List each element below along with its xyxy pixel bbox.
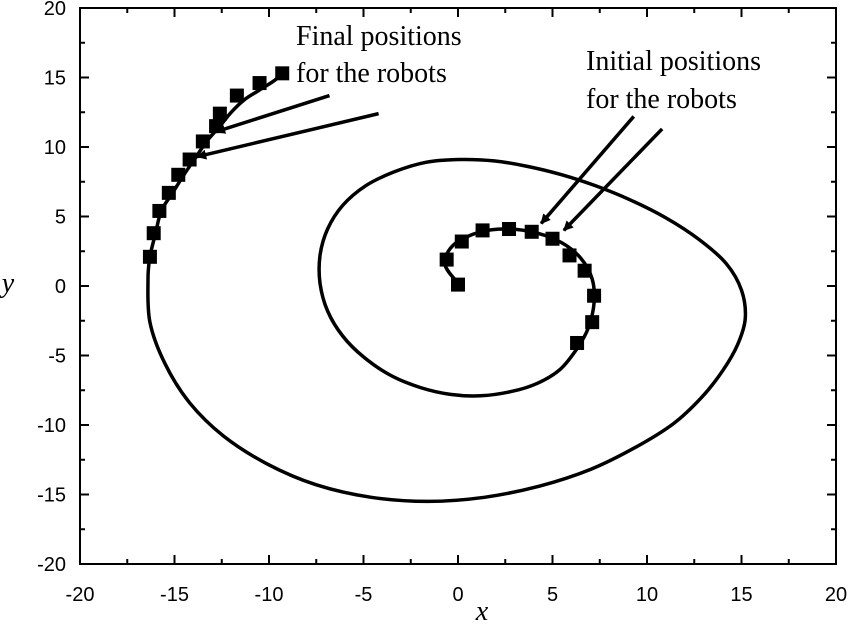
- y-tick-label: -10: [37, 415, 66, 437]
- robot-marker: [146, 226, 161, 241]
- robot-marker: [252, 76, 267, 91]
- annotation-arrow: [539, 115, 636, 225]
- robot-marker: [587, 288, 602, 303]
- y-axis-label: y: [0, 268, 15, 299]
- axis-ticks: [79, 7, 837, 565]
- robot-marker: [577, 263, 592, 278]
- y-tick-label: 15: [44, 68, 66, 90]
- robot-marker: [562, 248, 577, 263]
- y-tick-label: -5: [48, 346, 66, 368]
- x-axis-label: x: [475, 596, 489, 624]
- x-tick-label: 15: [730, 584, 752, 606]
- spiral-path: [146, 70, 748, 504]
- x-tick-label: -5: [355, 584, 373, 606]
- x-tick-labels: -20 -15 -10 -5 0 5 10 15 20: [66, 584, 848, 606]
- robot-marker: [182, 152, 197, 167]
- robot-marker: [275, 66, 290, 81]
- robot-marker: [502, 222, 517, 237]
- robot-marker: [439, 252, 454, 267]
- x-tick-label: -10: [255, 584, 284, 606]
- robot-marker: [142, 249, 157, 264]
- robot-marker: [570, 335, 585, 350]
- robot-marker: [451, 277, 465, 292]
- y-tick-label: 20: [44, 0, 66, 20]
- annotation-arrow: [562, 127, 664, 232]
- annotation-arrow: [215, 93, 331, 134]
- annotation-text: Final positions: [296, 21, 462, 52]
- x-tick-label: 5: [547, 584, 558, 606]
- robot-marker: [152, 203, 167, 218]
- annotation-text: for the robots: [586, 84, 737, 115]
- annotation-text: for the robots: [296, 58, 447, 89]
- annotation-text: Initial positions: [586, 46, 761, 77]
- robot-marker: [195, 134, 210, 149]
- series-layer: [142, 66, 748, 504]
- robot-marker: [161, 185, 176, 200]
- robot-marker: [545, 231, 560, 246]
- y-tick-label: -15: [37, 485, 66, 507]
- robot-marker: [475, 223, 490, 238]
- y-tick-label: 10: [44, 137, 66, 159]
- y-tick-labels: 20 15 10 5 0 -5 -10 -15 -20: [37, 0, 66, 576]
- y-tick-label: -20: [37, 554, 66, 576]
- annotation-layer: Final positions for the robots Initial pos…: [196, 21, 761, 232]
- x-tick-label: 0: [452, 584, 463, 606]
- robot-marker: [585, 315, 600, 330]
- x-tick-label: -15: [160, 584, 189, 606]
- x-tick-label: -20: [66, 584, 95, 606]
- robot-marker: [212, 106, 227, 121]
- robot-marker: [454, 234, 469, 249]
- robot-marker: [524, 224, 539, 239]
- y-tick-label: 0: [55, 276, 66, 298]
- x-tick-label: 20: [825, 584, 847, 606]
- x-tick-label: 10: [636, 584, 658, 606]
- annotation-arrow: [196, 111, 380, 160]
- y-tick-label: 5: [55, 207, 66, 229]
- robot-marker: [171, 167, 186, 182]
- robot-marker: [229, 88, 244, 103]
